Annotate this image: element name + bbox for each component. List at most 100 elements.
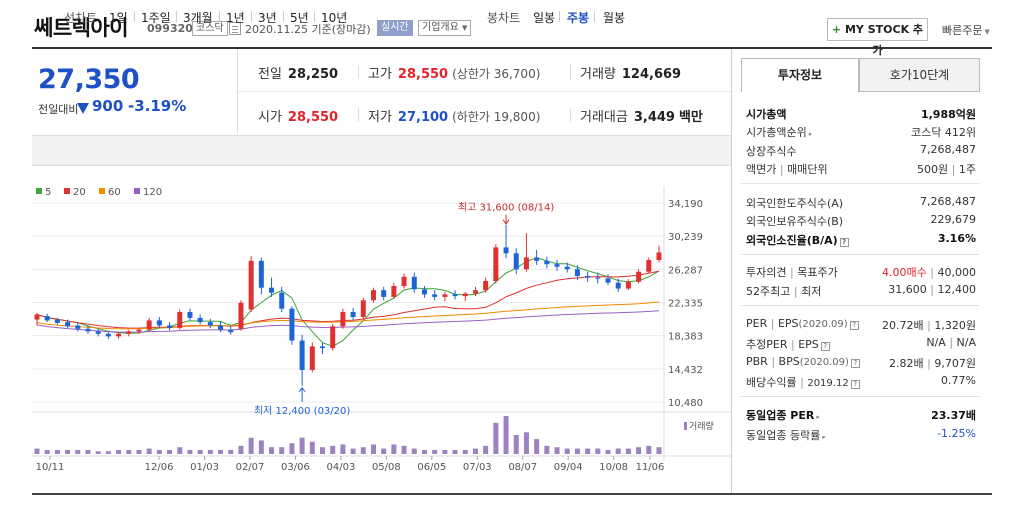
y-axis: 34,190 30,239 26,287 22,335 18,383 14,432 10,4… [668, 199, 703, 409]
period-3y[interactable]: 3년 [258, 11, 277, 25]
change-amount: 900 [92, 97, 124, 115]
candle-body [228, 329, 234, 333]
candle-daily[interactable]: 일봉 [533, 11, 556, 25]
period-1w[interactable]: 1주일 [141, 11, 171, 25]
candle-body [381, 290, 387, 297]
volume-bar [289, 443, 295, 454]
period-5y[interactable]: 5년 [290, 11, 309, 25]
x-tick-label: 05/08 [372, 462, 401, 473]
stat-high: 고가 28,550 (상한가 36,700) [368, 67, 541, 82]
period-10y[interactable]: 10년 [321, 11, 348, 25]
row-est-per-eps: 추정PER | EPS? N/A | N/A [746, 336, 976, 351]
divider [219, 11, 220, 22]
row-dividend: 배당수익률 | 2019.12? 0.77% [746, 374, 976, 389]
base-date: 2020.11.25 기준(장마감) [245, 23, 371, 36]
volume-bar [75, 449, 81, 454]
mystock-add-button[interactable]: + MY STOCK 추가 [827, 18, 928, 57]
help-icon[interactable]: ? [850, 380, 860, 389]
row-per-eps: PER | EPS(2020.09)? 20.72배 | 1,320원 [746, 317, 976, 332]
candle-body [54, 319, 60, 323]
tab-hoga-10[interactable]: 호가10단계 [859, 58, 980, 92]
x-tick-label: 06/05 [417, 462, 446, 473]
volume-bar [238, 445, 244, 454]
candle-body [370, 290, 376, 301]
x-tick-label: 11/06 [636, 462, 665, 473]
candle-body [116, 333, 122, 337]
candle-body [197, 317, 203, 323]
volume-bar [452, 449, 458, 454]
row-pbr-bps: PBR | BPS(2020.09)? 2.82배 | 9,707원 [746, 355, 976, 370]
annotations: 최고 31,600 (08/14) 최저 12,400 (03/20) [254, 202, 554, 417]
moving-average-line [36, 301, 660, 330]
volume-bar [503, 416, 509, 454]
volume-bar [330, 445, 336, 454]
volume-bar [299, 437, 305, 454]
change-rate: -3.19% [128, 97, 187, 115]
candle-body [44, 316, 50, 321]
volume-bar [258, 440, 264, 454]
period-1y[interactable]: 1년 [226, 11, 245, 25]
volume-bar [350, 448, 356, 454]
volume-bar [564, 448, 570, 454]
candle-weekly[interactable]: 주봉 [567, 11, 590, 25]
row-par-unit: 액면가 | 매매단위 500원 | 1주 [746, 163, 976, 176]
stat-volume: 거래량 124,669 [580, 67, 682, 82]
candle-body [625, 281, 631, 289]
legend-swatch [134, 188, 140, 194]
candle-body [656, 252, 662, 260]
candle-body [187, 312, 193, 318]
volume-bar [554, 447, 560, 454]
x-tick-label: 10/08 [599, 462, 628, 473]
divider [358, 65, 359, 79]
candle-body [472, 290, 478, 294]
company-name: 쎄트렉아이 [34, 16, 129, 40]
help-icon[interactable]: ? [850, 359, 860, 368]
candle-body [605, 278, 611, 283]
volume-bar [126, 449, 132, 454]
candle-body [391, 286, 397, 297]
volume-bar [207, 449, 213, 454]
divider [741, 305, 980, 306]
divider [741, 183, 980, 184]
tab-active-cover [742, 91, 858, 92]
divider [176, 11, 177, 22]
divider [559, 11, 560, 22]
stat-divider [238, 91, 731, 92]
candle-body [330, 326, 336, 349]
moving-average-line [36, 310, 660, 333]
volume-bar [472, 448, 478, 454]
help-icon[interactable]: ? [839, 238, 849, 247]
chevron-right-icon: ▸ [816, 413, 820, 421]
moving-average-line [36, 257, 660, 347]
invest-panel [731, 49, 992, 495]
x-axis: 10/11 12/06 01/03 02/07 03/06 04/03 05/08 06/05… [36, 456, 665, 473]
candle-body [238, 302, 244, 329]
candle-body [564, 266, 570, 270]
period-1d[interactable]: 1일 [109, 11, 128, 25]
company-info-dropdown[interactable]: 기업개요 ▼ [418, 20, 472, 36]
volume-bar [411, 448, 417, 454]
help-icon[interactable]: ? [849, 321, 859, 330]
candle-body [218, 325, 224, 330]
moving-average-line [36, 270, 660, 329]
candle-body [299, 340, 305, 370]
candle-body [462, 293, 468, 297]
candle-body [177, 312, 183, 328]
volume-bar [54, 449, 60, 454]
volume-bar [432, 449, 438, 454]
y-tick-label: 10,480 [668, 398, 703, 409]
moving-averages [36, 257, 660, 347]
divider [594, 11, 595, 22]
candle-body [146, 320, 152, 330]
candle-body [523, 257, 529, 270]
candle-monthly[interactable]: 월봉 [603, 11, 626, 25]
candle-body [442, 294, 448, 297]
quick-order-button[interactable]: 빠른주문 ▼ [942, 22, 990, 38]
volume-bar [370, 444, 376, 454]
realtime-button[interactable]: 실시간 [377, 20, 413, 36]
help-icon[interactable]: ? [820, 342, 830, 351]
tab-invest-info[interactable]: 투자정보 [741, 58, 859, 92]
stock-chart[interactable]: 5 20 60 120 34,190 30,239 26,287 22,335 18,383 1… [32, 166, 731, 493]
volume-bar [309, 441, 315, 454]
period-3m[interactable]: 3개월 [183, 11, 213, 25]
